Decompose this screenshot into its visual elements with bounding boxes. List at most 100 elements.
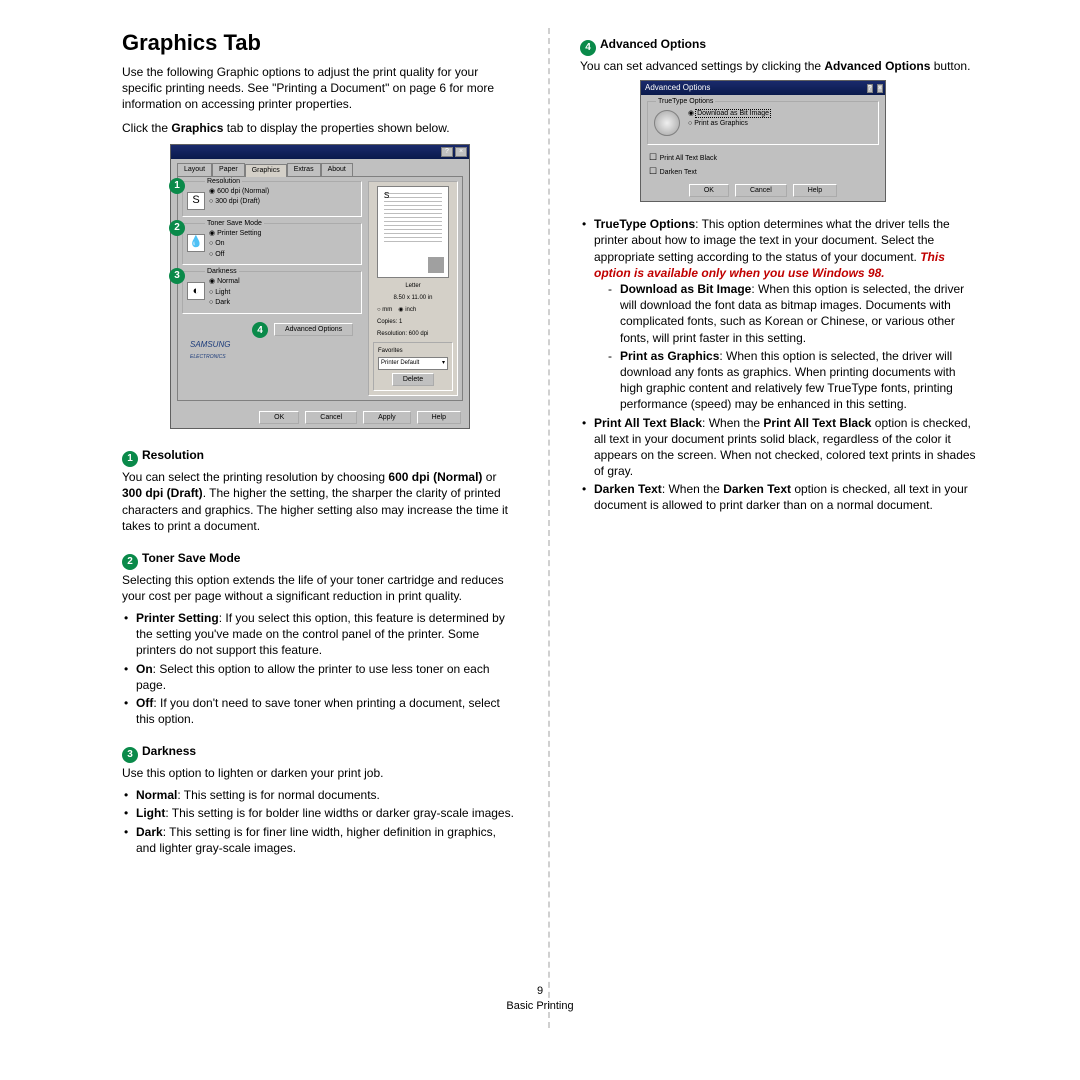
apply-button[interactable]: Apply	[363, 411, 411, 424]
darken-bullet: Darken Text: When the Darken Text option…	[580, 481, 976, 513]
delete-button[interactable]: Delete	[392, 373, 434, 386]
sec3-head: 3Darkness	[122, 743, 518, 763]
ok-button[interactable]: OK	[259, 411, 299, 424]
sec1-title: Resolution	[142, 448, 204, 462]
bBc: Darken Text	[723, 482, 791, 496]
group-resolution: 1 Resolution S 600 dpi (Normal) 300 dpi …	[182, 181, 362, 217]
s3b1b: : This setting is for normal documents.	[177, 788, 380, 802]
marker-1: 1	[169, 178, 185, 194]
res-lbl: Resolution: 600 dpi	[373, 330, 453, 338]
s3b3a: Dark	[136, 825, 163, 839]
sec2-body: Selecting this option extends the life o…	[122, 572, 518, 604]
tt-d2: Print as Graphics: When this option is s…	[608, 348, 976, 413]
radio-off[interactable]: Off	[209, 250, 357, 259]
s2-b2: On: Select this option to allow the prin…	[122, 661, 518, 693]
page-footer: 9 Basic Printing	[0, 984, 1080, 1014]
patb-bullet: Print All Text Black: When the Print All…	[580, 415, 976, 480]
tab-graphics[interactable]: Graphics	[245, 164, 287, 176]
footer-label: Basic Printing	[0, 999, 1080, 1014]
toner-icon: 💧	[187, 234, 205, 252]
intro-1: Use the following Graphic options to adj…	[122, 64, 518, 113]
sec1-head: 1 Resolution	[122, 447, 518, 467]
graphics-dialog: ? × Layout Paper Graphics Extras About 1…	[170, 144, 470, 429]
sec3-body: Use this option to lighten or darken you…	[122, 765, 518, 781]
favorites-combo[interactable]: Printer Default▾	[378, 357, 448, 369]
truetype-label: TrueType Options	[656, 97, 715, 106]
radio-bitimage-lbl: Download as Bit Image	[696, 110, 770, 117]
group-toner: 2 Toner Save Mode 💧 Printer Setting On O…	[182, 223, 362, 265]
s2b1a: Printer Setting	[136, 611, 219, 625]
s3b2b: : This setting is for bolder line widths…	[165, 806, 514, 820]
cancel-button[interactable]: Cancel	[305, 411, 357, 424]
help-button[interactable]: Help	[417, 411, 461, 424]
group-label-darkness: Darkness	[205, 267, 239, 276]
sec2-title: Toner Save Mode	[142, 551, 240, 565]
adv-titlebar: Advanced Options ? ×	[641, 81, 885, 95]
s2b2a: On	[136, 662, 153, 676]
group-label-resolution: Resolution	[205, 177, 242, 186]
ttd2a: Print as Graphics	[620, 349, 719, 363]
advanced-options-button[interactable]: Advanced Options	[274, 323, 353, 336]
bAc: Print All Text Black	[763, 416, 871, 430]
darkness-icon: ◐	[187, 282, 205, 300]
bAa: Print All Text Black	[594, 416, 702, 430]
sec1-marker: 1	[122, 451, 138, 467]
s4a: You can set advanced settings by clickin…	[580, 59, 824, 73]
brand-logo: SAMSUNGELECTRONICS	[182, 338, 362, 364]
resolution-icon: S	[187, 192, 205, 210]
sec1-body: You can select the printing resolution b…	[122, 469, 518, 534]
adv-help-button[interactable]: Help	[793, 184, 837, 197]
intro-2a: Click the	[122, 121, 171, 135]
sec4-head: 4Advanced Options	[580, 36, 976, 56]
help-icon[interactable]: ?	[441, 147, 453, 157]
intro-2c: tab to display the properties shown belo…	[223, 121, 449, 135]
s2-b1: Printer Setting: If you select this opti…	[122, 610, 518, 659]
advanced-dialog: Advanced Options ? × TrueType Options Do…	[640, 80, 886, 202]
preview-sheet: S	[377, 186, 449, 278]
s1d: 300 dpi (Draft)	[122, 486, 203, 500]
s1c: or	[482, 470, 496, 484]
s2b3b: : If you don't need to save toner when p…	[136, 696, 500, 726]
radio-600dpi[interactable]: 600 dpi (Normal)	[209, 187, 357, 196]
bAb: : When the	[702, 416, 763, 430]
radio-light[interactable]: Light	[209, 288, 357, 297]
sec4-title: Advanced Options	[600, 37, 706, 51]
chk-print-black[interactable]: Print All Text Black	[649, 151, 877, 163]
tab-layout[interactable]: Layout	[177, 163, 212, 175]
tab-extras[interactable]: Extras	[287, 163, 321, 175]
tab-about[interactable]: About	[321, 163, 353, 175]
s2b3a: Off	[136, 696, 153, 710]
tab-paper[interactable]: Paper	[212, 163, 245, 175]
unit-inch[interactable]: inch	[398, 306, 416, 314]
radio-bitimage[interactable]: Download as Bit Image	[688, 109, 872, 118]
tt-d1: Download as Bit Image: When this option …	[608, 281, 976, 346]
s1a: You can select the printing resolution b…	[122, 470, 388, 484]
favorites-group: Favorites Printer Default▾ Delete	[373, 342, 453, 391]
chk-darken-text[interactable]: Darken Text	[649, 165, 877, 177]
adv-ok-button[interactable]: OK	[689, 184, 729, 197]
adv-cancel-button[interactable]: Cancel	[735, 184, 787, 197]
radio-printer-setting[interactable]: Printer Setting	[209, 229, 357, 238]
unit-mm[interactable]: mm	[377, 306, 392, 314]
s3b2a: Light	[136, 806, 165, 820]
intro-2: Click the Graphics tab to display the pr…	[122, 120, 518, 136]
adv-close-icon[interactable]: ×	[877, 84, 883, 93]
favorites-value: Printer Default	[381, 359, 419, 367]
page-title: Graphics Tab	[122, 28, 518, 58]
radio-normal[interactable]: Normal	[209, 277, 357, 286]
marker-3: 3	[169, 268, 185, 284]
group-label-toner: Toner Save Mode	[205, 219, 264, 228]
group-darkness: 3 Darkness ◐ Normal Light Dark	[182, 271, 362, 313]
advanced-row: 4 Advanced Options	[182, 320, 362, 339]
radio-dark[interactable]: Dark	[209, 298, 357, 307]
radio-300dpi[interactable]: 300 dpi (Draft)	[209, 197, 357, 206]
paper-size: 8.50 x 11.00 in	[394, 294, 433, 302]
radio-printgraphics[interactable]: Print as Graphics	[688, 119, 872, 128]
radio-on[interactable]: On	[209, 239, 357, 248]
adv-help-icon[interactable]: ?	[867, 84, 873, 93]
s3-b3: Dark: This setting is for finer line wid…	[122, 824, 518, 856]
ttd1a: Download as Bit Image	[620, 282, 751, 296]
tta: TrueType Options	[594, 217, 695, 231]
s3-b1: Normal: This setting is for normal docum…	[122, 787, 518, 803]
close-icon[interactable]: ×	[455, 147, 467, 157]
